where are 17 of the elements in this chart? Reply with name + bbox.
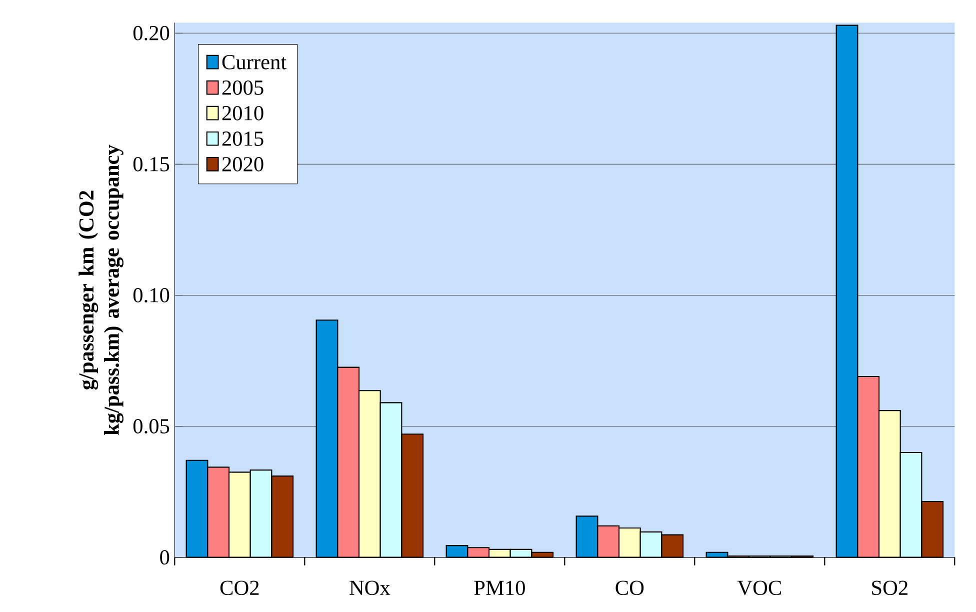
x-tick-label: CO [616, 580, 644, 596]
x-tick-label: VOC [737, 580, 781, 596]
y-tick-label: 0.05 [133, 419, 170, 434]
legend-label: 2020 [222, 157, 264, 172]
y-tick-label: 0 [160, 550, 170, 565]
x-tick-label: PM10 [474, 580, 525, 596]
y-tick-label: 0.10 [133, 288, 170, 302]
legend-label: Current [222, 54, 286, 70]
legend-label: 2015 [222, 131, 264, 146]
x-tick-label: SO2 [872, 580, 908, 596]
y-tick-label: 0.20 [133, 26, 170, 40]
y-axis-title: g/passenger km (CO2 kg/pass.km) average occupancy [78, 144, 124, 435]
y-tick-label: 0.15 [133, 156, 170, 172]
x-tick-label: CO2 [220, 580, 259, 596]
legend-label: 2010 [222, 106, 264, 120]
x-tick-label: NOx [350, 580, 390, 596]
legend-label: 2005 [222, 80, 264, 95]
